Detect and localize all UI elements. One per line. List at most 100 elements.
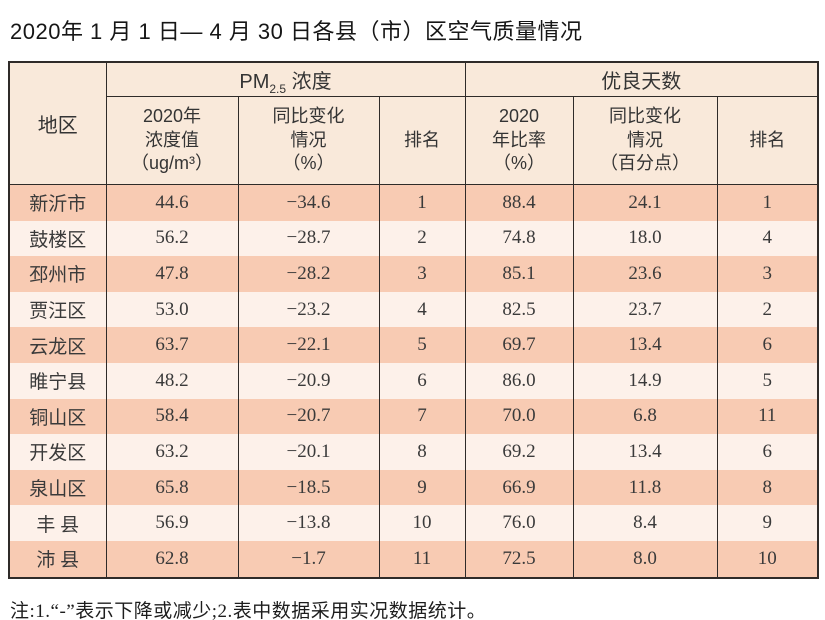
good-rate-header: 2020 年比率 （%） xyxy=(464,96,574,185)
pm-value-cell: 47.8 xyxy=(105,256,239,292)
good-change-header: 同比变化 情况 （百分点） xyxy=(572,96,718,185)
good-rate-cell: 85.1 xyxy=(464,256,574,292)
table-row: 睢宁县 48.2 −20.9 6 86.0 14.9 5 xyxy=(8,362,819,399)
good-rank-cell: 11 xyxy=(716,398,819,435)
good-rate-cell: 72.5 xyxy=(464,540,574,578)
good-rank-cell: 6 xyxy=(716,434,819,470)
region-cell: 邳州市 xyxy=(8,256,107,292)
pm-value-cell: 63.2 xyxy=(105,434,239,470)
good-change-cell: 6.8 xyxy=(572,398,718,435)
page-title: 2020年 1 月 1 日— 4 月 30 日各县（市）区空气质量情况 xyxy=(10,19,583,44)
good-rate-cell: 66.9 xyxy=(464,469,574,506)
pm-change-cell: −23.2 xyxy=(237,291,380,328)
pm-change-cell: −22.1 xyxy=(237,327,380,363)
pm25-subscript: 2.5 xyxy=(269,82,287,96)
pm-rank-cell: 4 xyxy=(378,291,466,328)
good-rate-cell: 69.7 xyxy=(464,327,574,363)
pm-rank-cell: 9 xyxy=(378,469,466,506)
good-rank-cell: 2 xyxy=(716,291,819,328)
region-cell: 丰 县 xyxy=(8,505,107,541)
pm-rank-header: 排名 xyxy=(378,96,466,185)
good-rank-cell: 10 xyxy=(716,540,819,578)
good-change-cell: 23.7 xyxy=(572,291,718,328)
table-row: 铜山区 58.4 −20.7 7 70.0 6.8 11 xyxy=(8,398,819,435)
good-change-cell: 11.8 xyxy=(572,469,718,506)
good-rank-cell: 5 xyxy=(716,362,819,399)
good-rate-cell: 69.2 xyxy=(464,434,574,470)
good-change-cell: 14.9 xyxy=(572,362,718,399)
good-change-cell: 18.0 xyxy=(572,220,718,257)
pm25-prefix: PM xyxy=(239,71,270,93)
pm-change-cell: −28.7 xyxy=(237,220,380,257)
pm-change-header: 同比变化 情况 （%） xyxy=(237,96,380,185)
table-row: 鼓楼区 56.2 −28.7 2 74.8 18.0 4 xyxy=(8,220,819,257)
region-cell: 鼓楼区 xyxy=(8,220,107,257)
region-cell: 云龙区 xyxy=(8,327,107,363)
good-rank-cell: 4 xyxy=(716,220,819,257)
pm-value-cell: 62.8 xyxy=(105,540,239,578)
region-cell: 泉山区 xyxy=(8,469,107,506)
good-change-cell: 8.4 xyxy=(572,505,718,541)
pm25-suffix: 浓度 xyxy=(286,71,332,93)
region-cell: 睢宁县 xyxy=(8,362,107,399)
table-header: 地区 PM2.5 浓度 优良天数 2020年 浓度值 （ug/m³） 同比变化 … xyxy=(8,61,819,185)
good-rate-cell: 70.0 xyxy=(464,398,574,435)
good-rank-cell: 3 xyxy=(716,256,819,292)
pm-change-cell: −20.7 xyxy=(237,398,380,435)
pm-value-cell: 48.2 xyxy=(105,362,239,399)
pm-change-cell: −20.1 xyxy=(237,434,380,470)
pm-value-cell: 65.8 xyxy=(105,469,239,506)
table-body: 新沂市 44.6 −34.6 1 88.4 24.1 1 鼓楼区 56.2 −2… xyxy=(8,184,819,578)
good-change-cell: 8.0 xyxy=(572,540,718,578)
good-change-cell: 23.6 xyxy=(572,256,718,292)
good-rank-header: 排名 xyxy=(716,96,819,185)
pm-rank-cell: 8 xyxy=(378,434,466,470)
pm25-group-header: PM2.5 浓度 xyxy=(105,61,466,97)
good-change-cell: 13.4 xyxy=(572,434,718,470)
pm-value-cell: 53.0 xyxy=(105,291,239,328)
pm-value-cell: 44.6 xyxy=(105,184,239,221)
good-rank-cell: 6 xyxy=(716,327,819,363)
pm-rank-cell: 1 xyxy=(378,184,466,221)
pm-rank-cell: 3 xyxy=(378,256,466,292)
good-rate-cell: 76.0 xyxy=(464,505,574,541)
table-row: 沛 县 62.8 −1.7 11 72.5 8.0 10 xyxy=(8,540,819,578)
pm-change-cell: −18.5 xyxy=(237,469,380,506)
pm-change-cell: −28.2 xyxy=(237,256,380,292)
pm-change-cell: −20.9 xyxy=(237,362,380,399)
pm-rank-cell: 10 xyxy=(378,505,466,541)
pm-value-cell: 58.4 xyxy=(105,398,239,435)
table-row: 云龙区 63.7 −22.1 5 69.7 13.4 6 xyxy=(8,327,819,363)
region-column-header: 地区 xyxy=(8,61,107,185)
region-cell: 沛 县 xyxy=(8,540,107,578)
table-row: 邳州市 47.8 −28.2 3 85.1 23.6 3 xyxy=(8,256,819,292)
good-rate-cell: 82.5 xyxy=(464,291,574,328)
air-quality-table: 地区 PM2.5 浓度 优良天数 2020年 浓度值 （ug/m³） 同比变化 … xyxy=(8,61,820,579)
region-cell: 开发区 xyxy=(8,434,107,470)
good-rank-cell: 8 xyxy=(716,469,819,506)
good-rank-cell: 1 xyxy=(716,184,819,221)
pm-change-cell: −13.8 xyxy=(237,505,380,541)
pm-rank-cell: 6 xyxy=(378,362,466,399)
table-row: 新沂市 44.6 −34.6 1 88.4 24.1 1 xyxy=(8,184,819,221)
pm-change-cell: −34.6 xyxy=(237,184,380,221)
region-cell: 新沂市 xyxy=(8,184,107,221)
good-change-cell: 13.4 xyxy=(572,327,718,363)
good-rate-cell: 88.4 xyxy=(464,184,574,221)
pm-change-cell: −1.7 xyxy=(237,540,380,578)
sub-header-row: 2020年 浓度值 （ug/m³） 同比变化 情况 （%） 排名 2020 年比… xyxy=(9,96,819,185)
good-days-group-header: 优良天数 xyxy=(464,61,819,97)
group-header-row: 地区 PM2.5 浓度 优良天数 xyxy=(8,61,819,185)
table-row: 丰 县 56.9 −13.8 10 76.0 8.4 9 xyxy=(8,505,819,541)
pm-value-cell: 63.7 xyxy=(105,327,239,363)
region-cell: 贾汪区 xyxy=(8,291,107,328)
pm-rank-cell: 11 xyxy=(378,540,466,578)
good-rate-cell: 74.8 xyxy=(464,220,574,257)
table-row: 贾汪区 53.0 −23.2 4 82.5 23.7 2 xyxy=(8,291,819,328)
good-change-cell: 24.1 xyxy=(572,184,718,221)
pm-rank-cell: 5 xyxy=(378,327,466,363)
region-cell: 铜山区 xyxy=(8,398,107,435)
table-row: 开发区 63.2 −20.1 8 69.2 13.4 6 xyxy=(8,434,819,470)
pm-value-cell: 56.2 xyxy=(105,220,239,257)
